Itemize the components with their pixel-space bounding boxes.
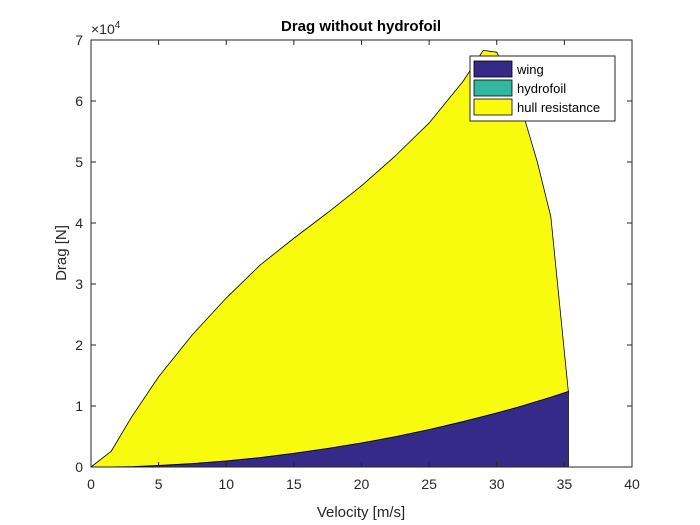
legend-label-hull-resistance: hull resistance [517,100,600,115]
y-tick-label: 5 [75,154,83,170]
y-axis-label: Drag [N] [53,225,70,281]
y-exponent-label: ×104 [91,20,121,37]
x-tick-label: 10 [218,476,234,492]
x-tick-label: 30 [489,476,505,492]
y-tick-label: 6 [75,93,83,109]
y-tick-label: 2 [75,337,83,353]
x-axis-label: Velocity [m/s] [317,504,405,521]
x-tick-label: 0 [87,476,95,492]
y-tick-label: 4 [75,215,83,231]
area-series-group [90,49,569,468]
y-tick-label: 0 [75,459,83,475]
y-exponent-power: 4 [115,20,121,31]
y-tick-label: 7 [75,32,83,48]
area-hull-resistance [90,49,569,468]
legend-swatch-wing [473,60,513,78]
x-tick-label: 5 [155,476,163,492]
x-tick-label: 35 [557,476,573,492]
x-tick-label: 15 [286,476,302,492]
legend: wing hydrofoil hull resistance [469,55,616,122]
legend-swatch-hydrofoil [473,79,513,97]
y-tick-label: 3 [75,276,83,292]
y-axis-ticks: 0 1 2 3 4 5 6 7 [75,32,632,475]
legend-label-wing: wing [516,62,544,77]
x-tick-label: 20 [354,476,370,492]
legend-label-hydrofoil: hydrofoil [517,81,566,96]
chart-title: Drag without hydrofoil [281,18,441,35]
x-tick-label: 40 [624,476,640,492]
x-axis-ticks: 0 5 10 15 20 25 30 35 40 [87,40,640,492]
x-tick-label: 25 [421,476,437,492]
y-tick-label: 1 [75,398,83,414]
legend-swatch-hull-resistance [473,98,513,116]
y-exponent-base: ×10 [91,21,115,37]
